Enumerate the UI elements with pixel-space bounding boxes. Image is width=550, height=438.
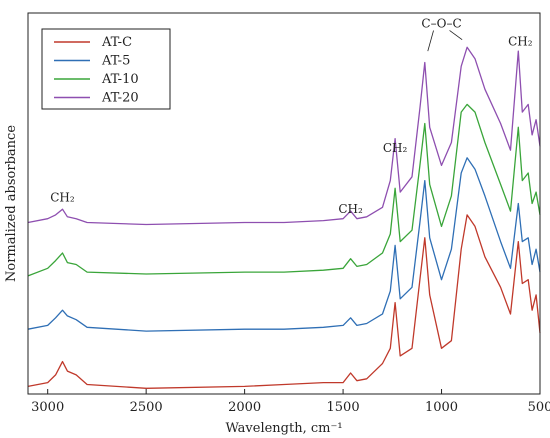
- series-line-at-c: [27, 214, 541, 389]
- annotation-2: CH₂: [383, 141, 408, 155]
- series-line-at-10: [27, 103, 541, 277]
- legend-label-at-20: AT-20: [101, 91, 139, 106]
- x-tick-label-500: 500: [528, 400, 550, 415]
- legend: AT-C AT-5 AT-10 AT-20: [41, 28, 171, 110]
- series-line-at-5: [27, 157, 541, 332]
- axes-layer: 3000 2500 2000 1500 1000 500: [27, 12, 550, 415]
- x-tick-label-2000: 2000: [228, 400, 261, 415]
- x-tick-label-1000: 1000: [425, 400, 458, 415]
- x-tick-label-2500: 2500: [130, 400, 163, 415]
- annotation-layer: CH₂ CH₂ CH₂ C–O–C CH₂: [50, 16, 532, 216]
- legend-label-at-10: AT-10: [101, 72, 139, 87]
- annotation-1: CH₂: [338, 202, 363, 216]
- y-axis-title: Normalized absorbance: [4, 125, 19, 282]
- annotation-0: CH₂: [50, 191, 75, 205]
- annotation-3: C–O–C: [421, 16, 461, 30]
- series-layer: [27, 46, 541, 389]
- series-line-at-20: [27, 46, 541, 226]
- annotation-4: CH₂: [508, 34, 533, 48]
- coc-leader-right: [449, 30, 463, 40]
- x-axis-title: Wavelength, cm⁻¹: [225, 421, 342, 436]
- legend-label-at-5: AT-5: [101, 54, 130, 69]
- legend-label-at-c: AT-C: [101, 35, 132, 50]
- coc-leader-left: [427, 30, 434, 52]
- x-tick-label-1500: 1500: [327, 400, 360, 415]
- plot-frame: [27, 12, 541, 395]
- x-tick-label-3000: 3000: [31, 400, 64, 415]
